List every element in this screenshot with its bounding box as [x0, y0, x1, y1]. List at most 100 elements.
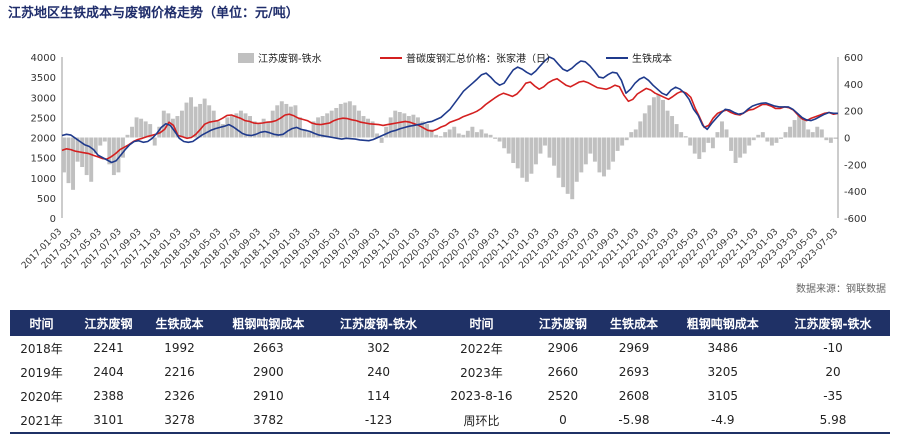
bar-mark — [720, 121, 724, 138]
bar-mark — [238, 110, 243, 138]
bar-mark — [311, 121, 316, 138]
table-cell: 2023-8-16 — [450, 389, 513, 403]
bar-mark — [779, 137, 783, 139]
table-header-cell: 江苏废钢 — [527, 310, 599, 336]
bar-mark — [139, 118, 144, 138]
table-cell: 114 — [367, 389, 390, 403]
table-header-cell: 时间 — [10, 310, 73, 336]
legend-label: 普碳废钢汇总价格：张家港（日） — [406, 52, 556, 65]
bar-mark — [334, 107, 339, 138]
table-row: 2018年 2241 1992 2663 302 2022年 2906 2969 3486 -10 — [10, 336, 890, 360]
right-tick-label: 0 — [844, 134, 850, 145]
bar-mark — [724, 129, 729, 138]
legend-label: 生铁成本 — [632, 52, 672, 65]
table-cell: 2388 — [93, 389, 124, 403]
bar-mark — [529, 137, 534, 174]
bar-mark — [484, 133, 488, 138]
table-cell: 2404 — [93, 365, 124, 379]
table-header-cell: 时间 — [435, 310, 528, 336]
table-cell: 2660 — [547, 365, 579, 379]
bar-mark — [520, 137, 525, 178]
iron-cost-line — [61, 56, 838, 164]
bar-mark — [107, 137, 112, 165]
table-cell: 302 — [367, 341, 390, 355]
right-tick-label: 600 — [844, 53, 863, 64]
bar-mark — [161, 110, 166, 138]
bar-mark — [275, 105, 280, 138]
bar-mark — [810, 132, 815, 138]
right-tick-label: -600 — [844, 214, 867, 225]
legend-label: 江苏废钢-铁水 — [258, 52, 322, 65]
table-row: 2020年 2388 2326 2910 114 2023-8-16 2520 2608 310… — [10, 384, 890, 408]
bar-mark — [288, 106, 293, 138]
bar-mark — [130, 126, 135, 138]
bar-mark — [701, 137, 706, 153]
bar-mark — [819, 129, 824, 138]
bar-mark — [393, 110, 398, 138]
bar-mark — [143, 121, 148, 138]
bar-mark — [533, 137, 538, 165]
bar-mark — [543, 137, 547, 146]
bar-mark — [134, 117, 139, 138]
bar-mark — [656, 94, 661, 138]
bar-mark — [388, 117, 393, 138]
table-cell: 2020年 — [20, 389, 63, 404]
bar-mark — [574, 137, 579, 182]
bar-mark — [248, 116, 252, 138]
bar-mark — [343, 102, 348, 138]
bar-mark — [620, 137, 625, 146]
right-tick-label: -400 — [844, 187, 867, 198]
bar-mark — [638, 121, 643, 138]
right-tick-label: -200 — [844, 160, 867, 171]
source-note: 数据来源：钢联数据 — [796, 284, 886, 295]
table-cell: 2663 — [253, 341, 284, 355]
table-cell: 2693 — [618, 365, 650, 379]
bar-mark — [252, 121, 257, 138]
bar-mark — [715, 132, 720, 138]
table-cell: 2241 — [93, 341, 124, 355]
bar-mark — [692, 137, 697, 154]
bar-mark — [293, 105, 298, 138]
bar-mark — [93, 137, 98, 154]
bar-mark — [815, 126, 820, 138]
table-header-cell: 生铁成本 — [598, 310, 670, 336]
table-cell: 240 — [367, 365, 390, 379]
bar-mark — [456, 133, 461, 138]
scrap-price-line — [61, 77, 839, 160]
bar-mark — [461, 134, 466, 138]
bar-mark — [352, 105, 357, 138]
bar-mark — [556, 137, 561, 178]
bar-mark — [515, 137, 520, 169]
bar-mark — [633, 129, 638, 138]
bar-mark — [202, 98, 207, 138]
bar-mark — [266, 121, 271, 138]
summary-table: 时间 江苏废钢 生铁成本 粗钢吨钢成本 江苏废钢-铁水 时间 江苏废钢 生铁成本 粗钢吨钢成本江… — [10, 310, 890, 434]
bar-mark — [642, 113, 647, 138]
bar-mark — [615, 137, 620, 151]
bar-mark — [511, 137, 516, 163]
bar-mark — [84, 137, 89, 176]
bar-mark — [211, 110, 216, 138]
table-cell: 2969 — [618, 341, 650, 355]
bar-mark — [479, 129, 484, 138]
bar-mark — [71, 137, 76, 190]
table-cell: 2216 — [164, 365, 195, 379]
bar-mark — [66, 137, 71, 184]
bar-mark — [434, 134, 439, 138]
bar-mark — [102, 137, 107, 142]
bar-mark — [270, 110, 275, 138]
left-tick-label: 3000 — [31, 93, 56, 104]
bar-mark — [602, 137, 606, 177]
bar-mark — [148, 124, 153, 138]
left-tick-label: 4000 — [31, 53, 56, 64]
bar-mark — [670, 116, 675, 138]
bar-mark — [547, 137, 552, 158]
bar-mark — [597, 137, 602, 173]
bar-mark — [588, 137, 593, 154]
left-tick-label: 1000 — [31, 174, 56, 185]
bar-mark — [683, 136, 688, 138]
bar-mark — [661, 99, 665, 138]
bar-mark — [710, 137, 715, 149]
bar-mark — [651, 97, 656, 138]
bar-mark — [302, 129, 307, 138]
